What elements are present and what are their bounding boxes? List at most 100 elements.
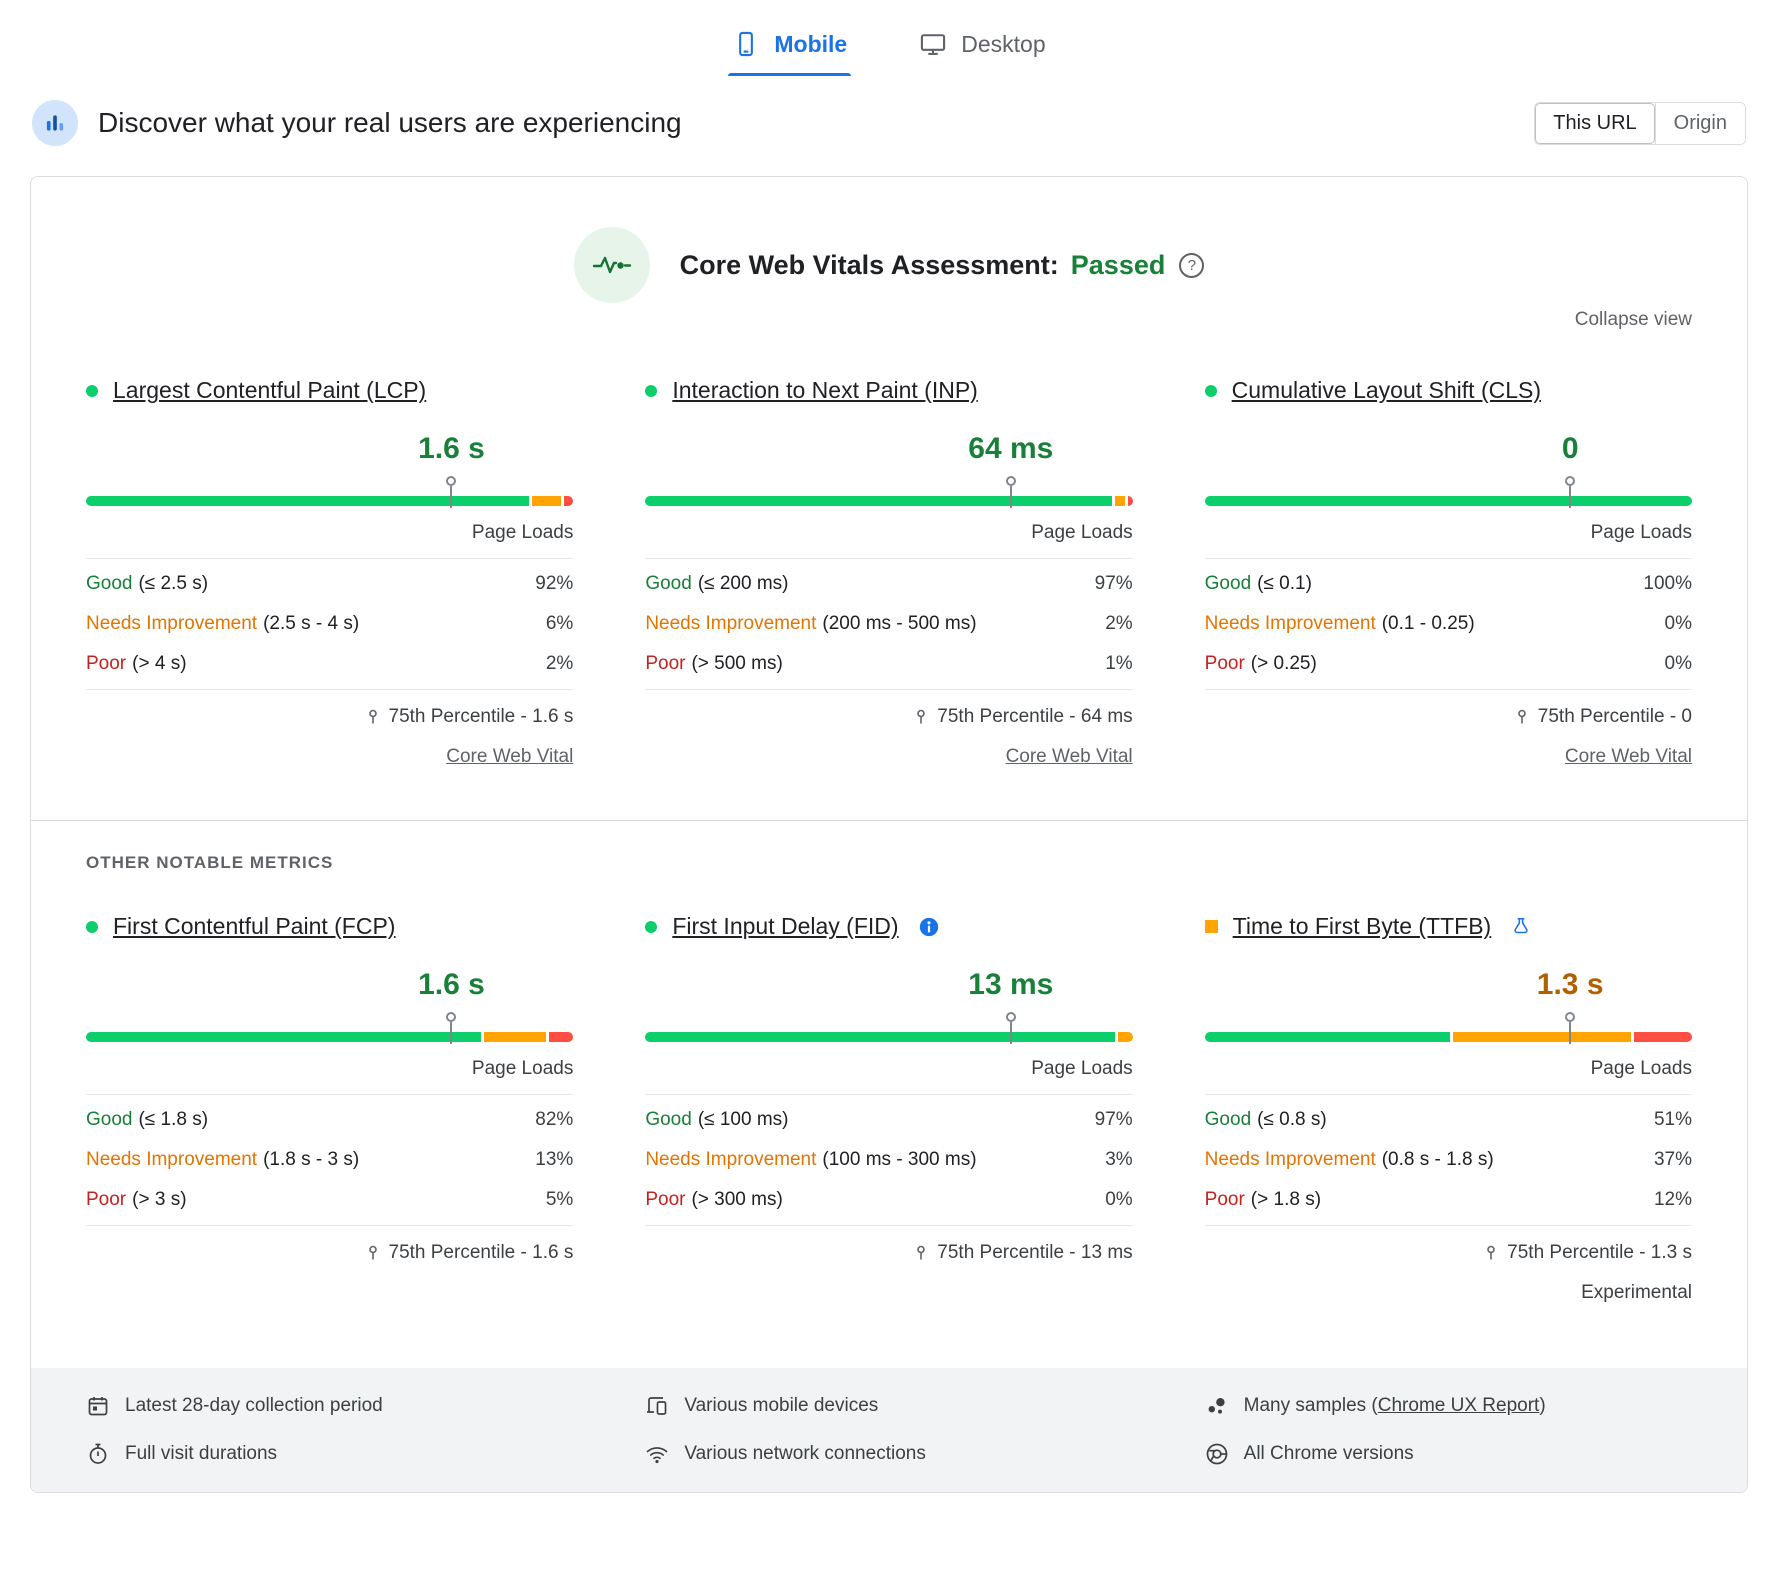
metric-card-fid: First Input Delay (FID) 13 ms Page Loads bbox=[645, 913, 1133, 1304]
dist-row-needs-improvement: Needs Improvement (100 ms - 300 ms) 3% bbox=[645, 1140, 1132, 1180]
dist-label: Poor bbox=[645, 653, 686, 674]
core-web-vital-link[interactable]: Core Web Vital bbox=[1564, 746, 1692, 767]
bar-segment-good bbox=[86, 496, 529, 506]
collection-period-text: Latest 28-day collection period bbox=[125, 1395, 383, 1416]
percentile-text: 75th Percentile - 64 ms bbox=[937, 706, 1133, 727]
chrome-versions-item: All Chrome versions bbox=[1205, 1442, 1692, 1466]
collection-period-item: Latest 28-day collection period bbox=[86, 1394, 573, 1418]
dist-row-poor: Poor (> 4 s) 2% bbox=[86, 644, 573, 684]
p75-marker-icon bbox=[1564, 476, 1576, 508]
field-data-header: Discover what your real users are experi… bbox=[0, 100, 1778, 146]
page-loads-label: Page Loads bbox=[645, 510, 1133, 559]
bar-segment-poor bbox=[563, 496, 574, 506]
dist-pct: 6% bbox=[545, 613, 574, 634]
page-loads-label: Page Loads bbox=[86, 1046, 574, 1095]
dist-pct: 12% bbox=[1653, 1189, 1692, 1210]
tab-desktop[interactable]: Desktop bbox=[915, 24, 1049, 76]
pin-icon bbox=[1513, 708, 1531, 726]
dist-pct: 51% bbox=[1653, 1109, 1692, 1130]
active-tab-underline bbox=[728, 73, 852, 76]
chrome-ux-report-link[interactable]: Chrome UX Report bbox=[1377, 1395, 1540, 1416]
chrome-icon bbox=[1205, 1442, 1229, 1466]
core-web-vital-link[interactable]: Core Web Vital bbox=[1005, 746, 1133, 767]
core-web-vital-link[interactable]: Core Web Vital bbox=[446, 746, 574, 767]
dist-label: Poor bbox=[86, 653, 127, 674]
percentile-text: 75th Percentile - 13 ms bbox=[937, 1242, 1133, 1263]
metric-title-ttfb[interactable]: Time to First Byte (TTFB) bbox=[1232, 913, 1492, 939]
page-loads-label: Page Loads bbox=[86, 510, 574, 559]
dist-range: (> 300 ms) bbox=[691, 1189, 783, 1210]
dist-label: Needs Improvement bbox=[1204, 613, 1376, 634]
distribution-bar bbox=[86, 1032, 574, 1042]
dist-row-good: Good (≤ 0.8 s) 51% bbox=[1205, 1100, 1692, 1140]
samples-item: Many samples (Chrome UX Report) bbox=[1205, 1394, 1692, 1418]
tab-mobile[interactable]: Mobile bbox=[728, 24, 852, 76]
help-icon[interactable]: ? bbox=[1179, 252, 1205, 278]
metric-title-fcp[interactable]: First Contentful Paint (FCP) bbox=[113, 913, 396, 939]
metric-value: 13 ms bbox=[968, 968, 1054, 1001]
percentile-row: 75th Percentile - 1.6 s bbox=[86, 1242, 573, 1264]
percentile-text: 75th Percentile - 1.6 s bbox=[388, 1242, 574, 1263]
info-icon[interactable] bbox=[918, 916, 940, 938]
pulse-icon bbox=[573, 227, 650, 303]
page-loads-label: Page Loads bbox=[645, 1046, 1133, 1095]
distribution-bar bbox=[1204, 496, 1692, 506]
core-web-vitals-card: Core Web Vitals Assessment: Passed ? Col… bbox=[30, 176, 1748, 1493]
bar-segment-needs-improvement bbox=[531, 496, 561, 506]
dist-label: Poor bbox=[86, 1189, 127, 1210]
percentile-row: 75th Percentile - 1.3 s bbox=[1205, 1242, 1692, 1264]
percentile-row: 75th Percentile - 64 ms bbox=[645, 706, 1133, 728]
metric-title-inp[interactable]: Interaction to Next Paint (INP) bbox=[672, 377, 978, 403]
bar-segment-good bbox=[645, 1032, 1116, 1042]
green-dot-icon bbox=[86, 384, 98, 397]
metric-title-cls[interactable]: Cumulative Layout Shift (CLS) bbox=[1231, 377, 1542, 403]
experimental-label: Experimental bbox=[1581, 1282, 1692, 1303]
dist-label: Good bbox=[1204, 1109, 1252, 1130]
pin-icon bbox=[364, 1244, 382, 1262]
bar-segment-needs-improvement bbox=[1118, 1032, 1133, 1042]
dist-label: Good bbox=[1204, 573, 1252, 594]
pin-icon bbox=[1482, 1244, 1500, 1262]
devices-text: Various mobile devices bbox=[684, 1395, 879, 1416]
dist-label: Good bbox=[645, 1109, 692, 1130]
dist-label: Poor bbox=[1204, 1189, 1245, 1210]
dist-row-good: Good (≤ 0.1) 100% bbox=[1205, 564, 1692, 604]
dist-range: (> 500 ms) bbox=[691, 653, 783, 674]
dist-pct: 2% bbox=[1105, 613, 1133, 634]
bar-segment-good bbox=[1204, 496, 1692, 506]
bar-segment-poor bbox=[549, 1032, 574, 1042]
dist-row-good: Good (≤ 200 ms) 97% bbox=[645, 564, 1132, 604]
dist-pct: 5% bbox=[545, 1189, 574, 1210]
dist-row-poor: Poor (> 0.25) 0% bbox=[1205, 644, 1692, 684]
samples-text: Many samples (Chrome UX Report) bbox=[1243, 1395, 1546, 1416]
dist-pct: 13% bbox=[535, 1149, 574, 1170]
bar-segment-needs-improvement bbox=[1115, 496, 1125, 506]
device-tabs: Mobile Desktop bbox=[0, 0, 1778, 76]
percentile-row: 75th Percentile - 0 bbox=[1205, 706, 1692, 728]
collapse-view-link[interactable]: Collapse view bbox=[1574, 309, 1692, 330]
dist-row-poor: Poor (> 500 ms) 1% bbox=[645, 644, 1132, 684]
metric-title-lcp[interactable]: Largest Contentful Paint (LCP) bbox=[113, 377, 427, 403]
origin-button[interactable]: Origin bbox=[1654, 102, 1745, 144]
metric-value: 64 ms bbox=[968, 432, 1054, 465]
bar-segment-good bbox=[645, 496, 1113, 506]
dist-pct: 92% bbox=[535, 573, 574, 594]
mobile-icon bbox=[732, 30, 760, 58]
metric-card-lcp: Largest Contentful Paint (LCP) 1.6 s Pag… bbox=[86, 377, 574, 768]
metric-title-fid[interactable]: First Input Delay (FID) bbox=[672, 913, 899, 939]
calendar-icon bbox=[86, 1394, 110, 1418]
desktop-icon bbox=[919, 30, 947, 58]
pin-icon bbox=[912, 1244, 930, 1262]
flask-icon[interactable] bbox=[1510, 916, 1532, 938]
assessment-header: Core Web Vitals Assessment: Passed ? bbox=[31, 227, 1747, 303]
dist-label: Needs Improvement bbox=[645, 1149, 817, 1170]
dist-range: (1.8 s - 3 s) bbox=[263, 1149, 360, 1170]
this-url-button[interactable]: This URL bbox=[1535, 102, 1655, 144]
dist-pct: 3% bbox=[1105, 1149, 1133, 1170]
dist-range: (≤ 0.1) bbox=[1257, 573, 1312, 594]
other-metrics-heading: OTHER NOTABLE METRICS bbox=[86, 853, 334, 872]
dist-range: (0.1 - 0.25) bbox=[1381, 613, 1475, 634]
dist-label: Needs Improvement bbox=[1204, 1149, 1376, 1170]
dist-label: Needs Improvement bbox=[645, 613, 817, 634]
